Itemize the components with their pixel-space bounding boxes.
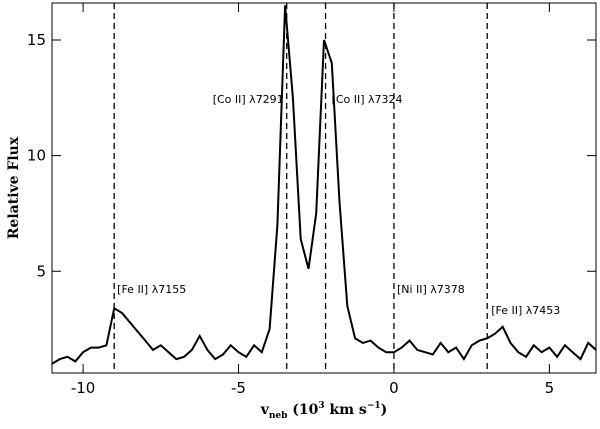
x-label-part: km s (325, 402, 367, 418)
y-axis-label: Relative Flux (6, 136, 22, 239)
x-label-part: 3 (318, 401, 324, 411)
line-label: [Ni II] λ7378 (397, 283, 465, 296)
y-tick-label: 10 (27, 147, 46, 165)
x-tick-label: -5 (231, 379, 246, 397)
x-label-part: neb (269, 411, 288, 421)
line-label: [Co II] λ7291 (213, 93, 284, 106)
x-axis-label: vneb (103 km s−1) (260, 401, 388, 421)
line-label: [Co II] λ7324 (332, 93, 403, 106)
plot-frame (51, 2, 597, 374)
y-tick-label: 5 (36, 262, 46, 280)
x-tick-label: 5 (545, 379, 555, 397)
spectrum-line (52, 5, 596, 365)
y-tick-label: 15 (27, 31, 46, 49)
line-label: [Fe II] λ7453 (491, 304, 560, 317)
x-tick-label: -10 (71, 379, 96, 397)
line-label: [Fe II] λ7155 (117, 283, 186, 296)
x-label-part: ) (381, 402, 388, 418)
x-label-part: −1 (367, 401, 381, 411)
x-tick-label: 0 (389, 379, 399, 397)
x-label-part: (10 (287, 402, 318, 418)
x-label-part: v (260, 402, 270, 418)
